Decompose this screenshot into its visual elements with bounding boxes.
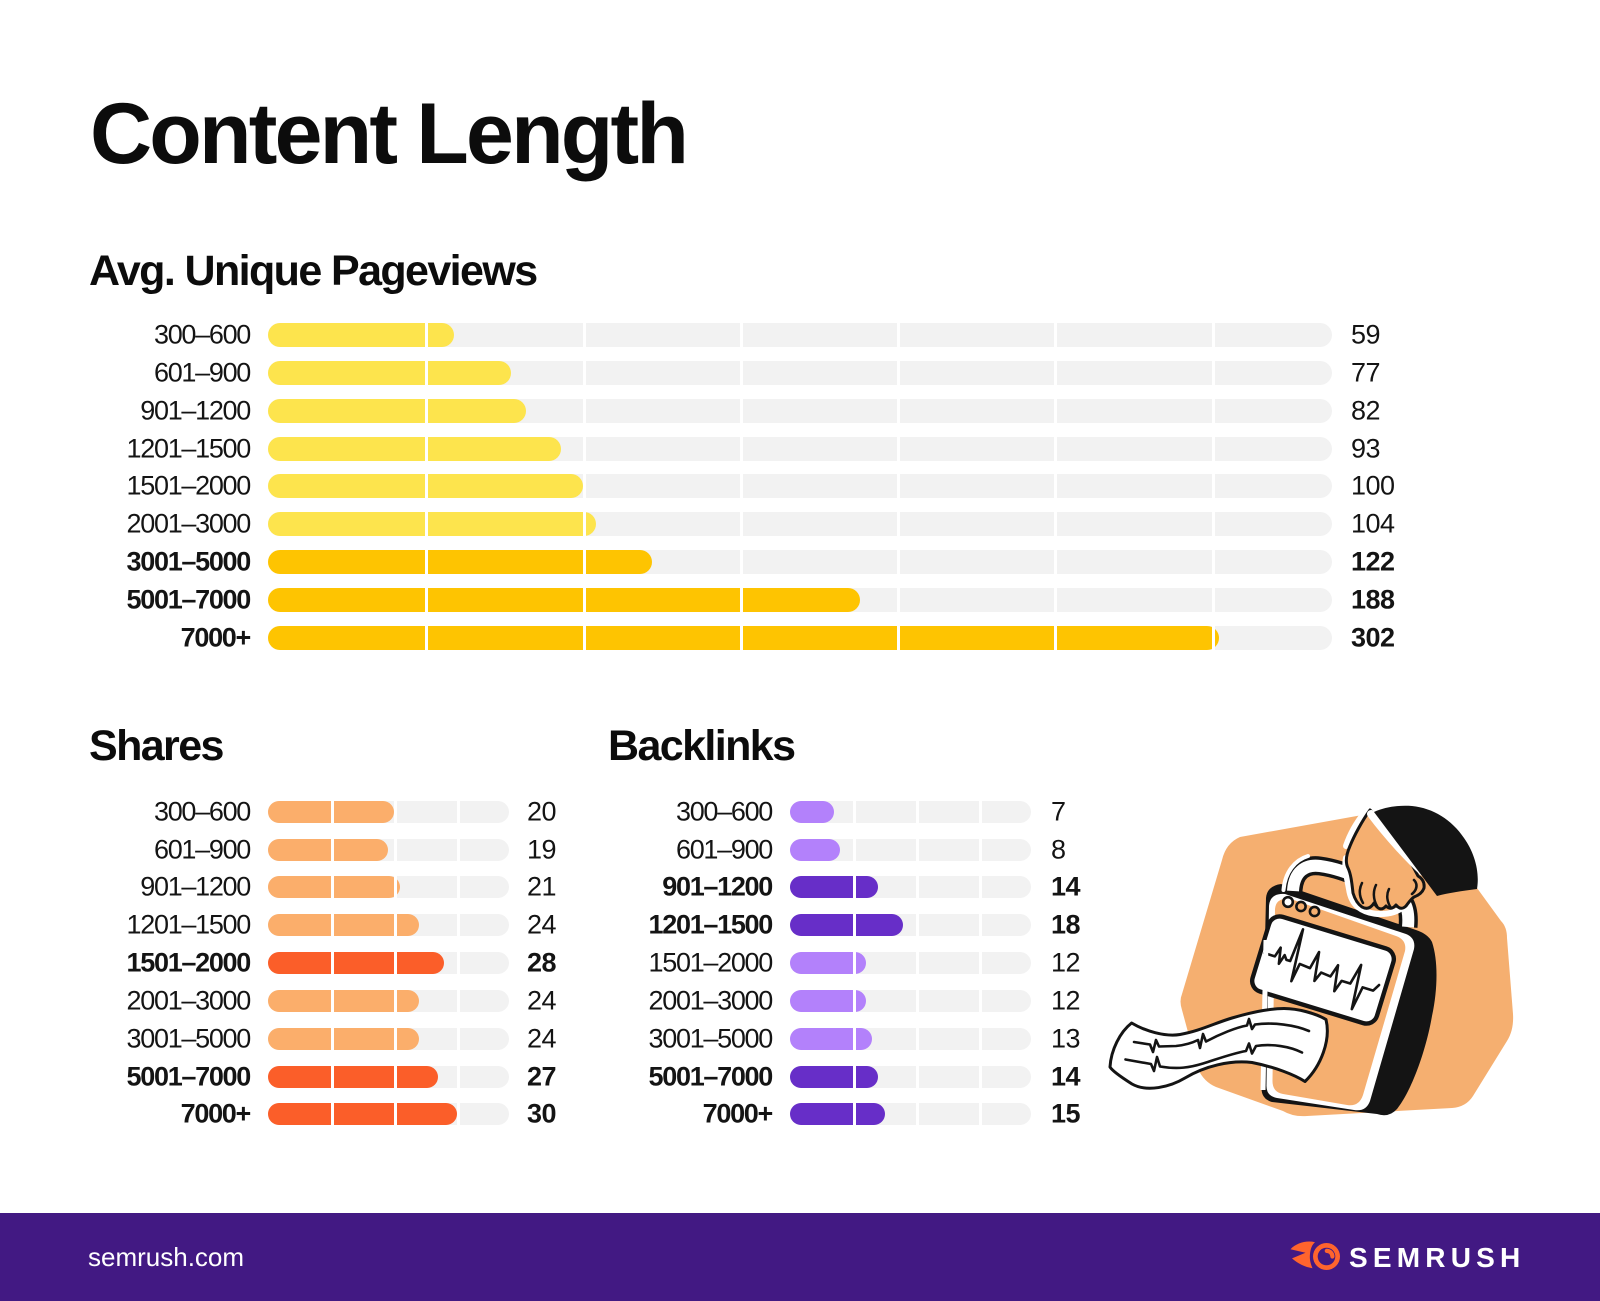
svg-text:SEMRUSH: SEMRUSH xyxy=(1349,1242,1525,1273)
